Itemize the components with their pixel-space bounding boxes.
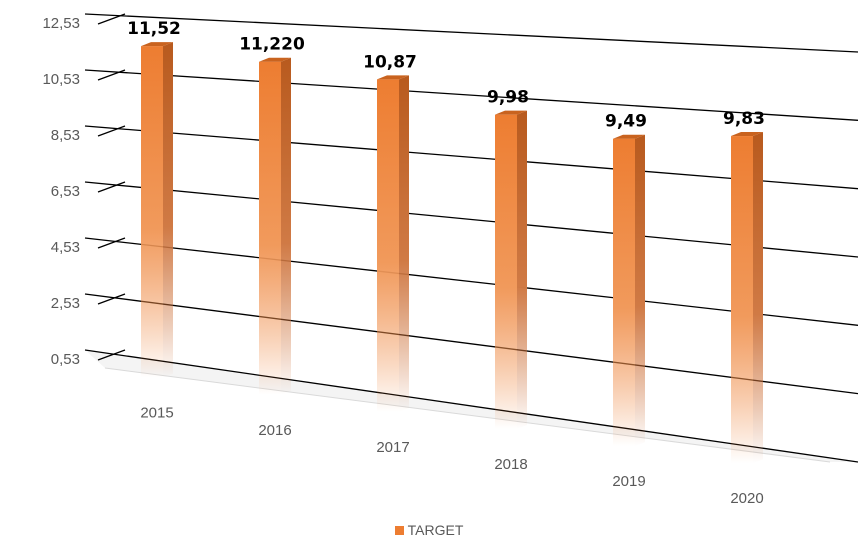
data-label: 9,98 <box>487 88 529 108</box>
gridline <box>84 13 858 53</box>
bar-top <box>141 42 173 47</box>
gridline-lead <box>97 237 126 249</box>
x-tick-label: 2018 <box>494 456 527 473</box>
gridline <box>84 349 858 463</box>
gridline-lead <box>97 69 126 81</box>
data-label: 9,83 <box>723 109 765 129</box>
gridline-lead <box>97 181 126 193</box>
bar-side <box>753 132 763 464</box>
y-tick-label: 12,53 <box>42 15 80 32</box>
data-label: 9,49 <box>605 112 647 132</box>
bar <box>731 136 753 464</box>
gridline-lead <box>97 13 126 25</box>
bar-top <box>259 57 291 62</box>
bar <box>495 114 517 429</box>
y-tick-label: 8,53 <box>51 127 80 144</box>
y-tick-label: 0,53 <box>51 351 80 368</box>
gridline <box>84 293 858 395</box>
legend-label: TARGET <box>407 522 464 538</box>
bar-top <box>495 110 527 115</box>
bar-top <box>377 75 409 80</box>
y-tick-label: 4,53 <box>51 239 80 256</box>
x-tick-label: 2020 <box>730 490 763 507</box>
bar <box>141 46 163 378</box>
x-tick-label: 2017 <box>376 439 409 456</box>
gridline-lead <box>97 293 126 305</box>
x-tick-label: 2015 <box>140 405 173 422</box>
bar-side <box>399 75 409 412</box>
data-label: 10,87 <box>363 52 417 72</box>
gridline <box>84 237 858 326</box>
bar <box>377 79 399 412</box>
gridline <box>84 69 858 121</box>
floor-edge <box>104 367 831 463</box>
bar-top <box>731 132 763 137</box>
x-tick-label: 2016 <box>258 422 291 439</box>
gridline-lead <box>97 349 126 361</box>
y-tick-label: 6,53 <box>51 183 80 200</box>
data-label: 11,220 <box>239 35 305 55</box>
bar-side <box>281 57 291 395</box>
y-tick-label: 10,53 <box>42 71 80 88</box>
bar <box>259 61 281 395</box>
legend: TARGET <box>0 522 858 538</box>
legend-swatch <box>394 526 404 535</box>
bar-top <box>613 134 645 139</box>
bar-side <box>635 134 645 447</box>
gridline <box>84 181 858 258</box>
bar <box>613 138 635 447</box>
y-tick-label: 2,53 <box>51 295 80 312</box>
bar-side <box>163 42 173 378</box>
bar-side <box>517 110 527 429</box>
data-label: 11,52 <box>127 19 181 39</box>
x-tick-label: 2019 <box>612 473 645 490</box>
gridline-lead <box>97 125 126 137</box>
gridline <box>84 125 858 190</box>
